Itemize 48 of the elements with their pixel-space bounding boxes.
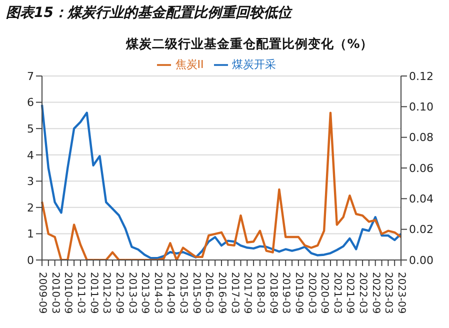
x-tick-label: 2011-03 — [74, 272, 86, 314]
chart-title: 图表15：煤炭行业的基金配置比例重回较低位 — [5, 4, 294, 22]
y2-tick-label: 0.10 — [409, 100, 434, 114]
x-tick-label: 2011-09 — [88, 272, 99, 314]
legend-label: 煤炭开采 — [232, 58, 276, 71]
y-tick-label: 1 — [27, 228, 34, 241]
x-tick-label: 2018-03 — [254, 272, 266, 314]
x-tick-label: 2022-09 — [370, 272, 381, 314]
x-tick-label: 2010-03 — [49, 272, 60, 314]
y-tick-label: 6 — [27, 96, 34, 110]
x-tick-label: 2014-09 — [164, 272, 176, 314]
x-tick-label: 2020-09 — [318, 272, 330, 314]
x-tick-label: 2013-03 — [126, 272, 138, 314]
x-tick-label: 2012-03 — [100, 272, 112, 314]
x-tick-label: 2019-03 — [280, 272, 292, 314]
x-tick-label: 2022-03 — [357, 272, 368, 314]
x-tick-label: 2019-09 — [292, 272, 304, 314]
y2-tick-label: 0.12 — [409, 70, 434, 83]
x-tick-label: 2018-09 — [267, 272, 278, 314]
y2-tick-label: 0.00 — [409, 254, 434, 267]
x-tick-label: 2015-03 — [178, 272, 189, 314]
x-tick-label: 2016-03 — [203, 272, 214, 314]
chart-subtitle: 煤炭二级行业基金重仓配置比例变化（%） — [124, 36, 374, 53]
x-tick-label: 2014-03 — [152, 272, 163, 314]
x-tick-label: 2017-09 — [242, 272, 253, 314]
x-tick-label: 2023-09 — [396, 272, 406, 314]
x-tick-label: 2013-09 — [139, 272, 150, 314]
y2-tick-label: 0.04 — [409, 192, 434, 206]
x-tick-label: 2020-03 — [306, 272, 317, 314]
y-tick-label: 2 — [27, 201, 34, 214]
x-tick-label: 2010-09 — [62, 272, 74, 314]
y2-tick-label: 0.06 — [409, 162, 434, 175]
y-tick-label: 5 — [27, 122, 34, 136]
y2-tick-label: 0.08 — [409, 131, 434, 144]
x-tick-label: 2017-03 — [228, 272, 240, 314]
x-tick-label: 2023-03 — [382, 272, 394, 314]
x-tick-label: 2016-09 — [216, 272, 227, 314]
y-tick-label: 4 — [27, 148, 34, 162]
y-tick-label: 3 — [27, 175, 34, 188]
y2-tick-label: 0.02 — [409, 223, 434, 236]
y-tick-label: 0 — [27, 254, 34, 267]
legend-label: 焦炭II — [175, 58, 204, 71]
y-tick-label: 7 — [27, 70, 34, 83]
x-tick-label: 2021-03 — [331, 272, 342, 314]
x-tick-label: 2015-09 — [190, 272, 202, 314]
x-tick-label: 2009-09 — [36, 272, 48, 314]
x-tick-label: 2012-09 — [113, 272, 124, 314]
x-tick-label: 2021-09 — [344, 272, 356, 314]
